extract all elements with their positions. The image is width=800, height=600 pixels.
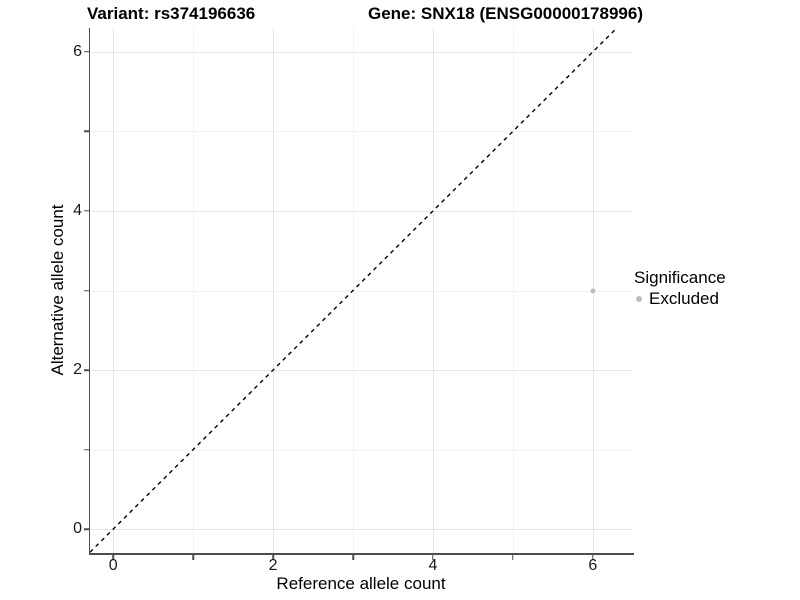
x-axis-tick <box>592 554 594 560</box>
plot-title-variant: Variant: rs374196636 <box>87 4 256 23</box>
gridline-y-major <box>90 51 632 53</box>
gridline-y-major <box>90 370 632 372</box>
y-axis-tick <box>83 51 89 53</box>
y-axis-tick-label: 0 <box>73 520 82 538</box>
x-axis-tick <box>272 554 274 560</box>
x-axis-tick-label: 4 <box>428 557 438 574</box>
identity-dashed-line <box>90 28 618 553</box>
legend-entries: Excluded <box>634 289 726 308</box>
legend-entry: Excluded <box>634 289 726 308</box>
x-axis-tick-label: 6 <box>588 557 598 574</box>
y-axis-tick <box>83 210 89 212</box>
gridline-y-major <box>90 210 632 212</box>
gridline-x-major <box>113 28 115 553</box>
y-axis-tick <box>83 369 89 371</box>
x-axis-tick <box>512 554 514 560</box>
legend-entry-label: Excluded <box>649 289 719 308</box>
x-axis-tick-label: 0 <box>108 557 118 574</box>
gridline-x-major <box>273 28 275 553</box>
gridline-y-minor <box>90 449 632 451</box>
y-axis-title: Alternative allele count <box>48 204 67 376</box>
data-point <box>590 288 596 293</box>
identity-line-layer <box>90 28 618 553</box>
plot-title-gene: Gene: SNX18 (ENSG00000178996) <box>368 4 643 23</box>
x-axis-tick <box>192 554 194 560</box>
x-axis-title: Reference allele count <box>276 574 446 593</box>
x-axis-tick-label: 2 <box>268 557 278 574</box>
x-axis-tick <box>432 554 434 560</box>
plot-panel <box>90 28 632 553</box>
y-axis-tick-label: 4 <box>73 201 82 219</box>
legend-key-dot <box>636 295 642 302</box>
gridline-y-major <box>90 529 632 531</box>
y-axis-line <box>88 28 90 554</box>
gridline-y-minor <box>90 131 632 133</box>
gridline-y-minor <box>90 290 632 292</box>
y-axis-tick-label: 6 <box>73 42 82 60</box>
legend: Significance Excluded <box>634 268 726 308</box>
x-axis-tick <box>112 554 114 560</box>
y-axis-tick-label: 2 <box>73 361 82 379</box>
y-axis-tick <box>83 448 89 451</box>
x-axis-tick <box>352 554 354 560</box>
y-axis-tick <box>83 130 89 133</box>
legend-title: Significance <box>634 268 726 287</box>
x-axis-line <box>88 553 634 555</box>
y-axis-tick <box>83 528 89 530</box>
gridline-x-major <box>432 28 434 553</box>
y-axis-tick <box>83 289 89 292</box>
